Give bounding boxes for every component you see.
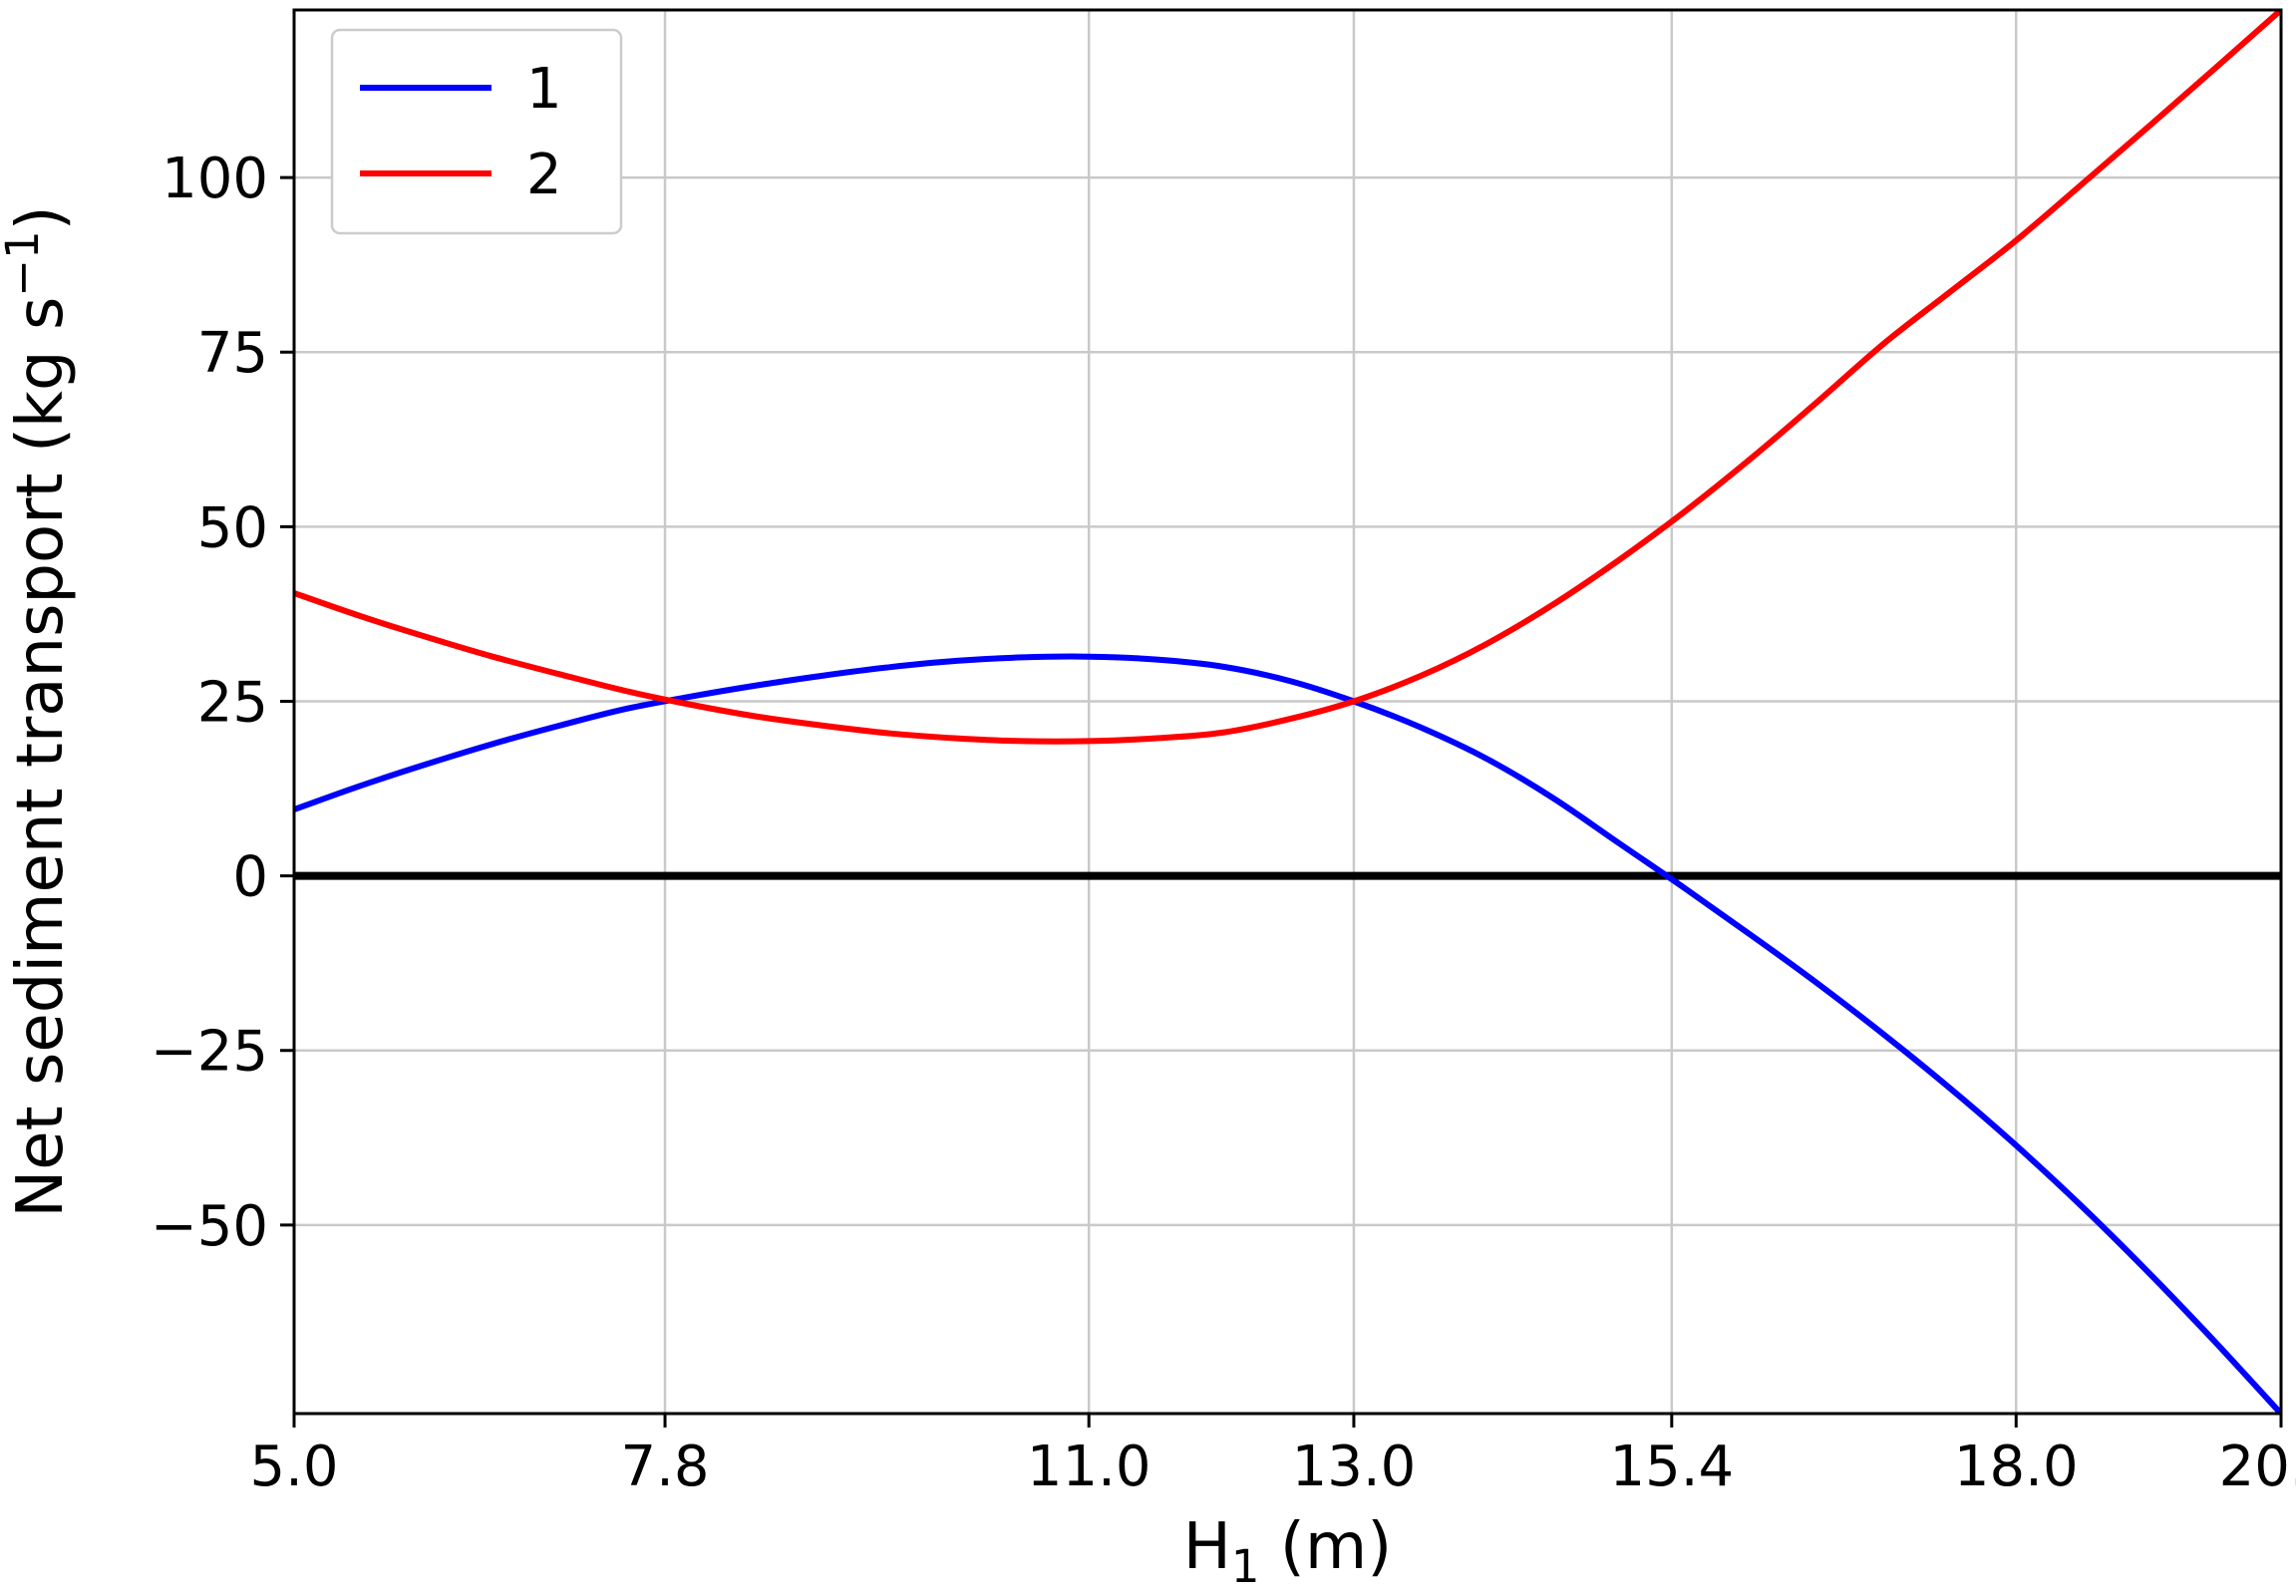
series-line-2 [294,10,2281,745]
y-tick-label-0: −50 [151,1194,268,1259]
x-tick-label-6: 20.0 [2219,1435,2296,1499]
legend-entry-label-1: 1 [526,57,562,122]
y-tick-label-1: −25 [151,1020,268,1085]
axes-spines [292,8,2283,1416]
x-tick-label-4: 15.4 [1609,1435,1734,1499]
x-tick-label-5: 18.0 [1954,1435,2079,1499]
legend-box [330,28,623,235]
legend-entry-label-2: 2 [526,143,562,207]
y-tick-label-6: 100 [162,147,268,211]
x-tick-label-3: 13.0 [1292,1435,1417,1499]
x-tick-label-2: 11.0 [1027,1435,1151,1499]
x-axis-label: H1 (m) [1183,1510,1392,1593]
y-axis-label: Net sediment transport (kg s−1) [0,205,78,1217]
series-line-1 [294,653,2281,1414]
x-tick-label-1: 7.8 [620,1435,709,1499]
x-tick-label-0: 5.0 [249,1435,338,1499]
y-tick-label-2: 0 [232,845,268,910]
y-tick-label-5: 75 [197,321,268,386]
y-tick-label-3: 25 [197,670,268,735]
y-tick-label-4: 50 [197,495,268,560]
